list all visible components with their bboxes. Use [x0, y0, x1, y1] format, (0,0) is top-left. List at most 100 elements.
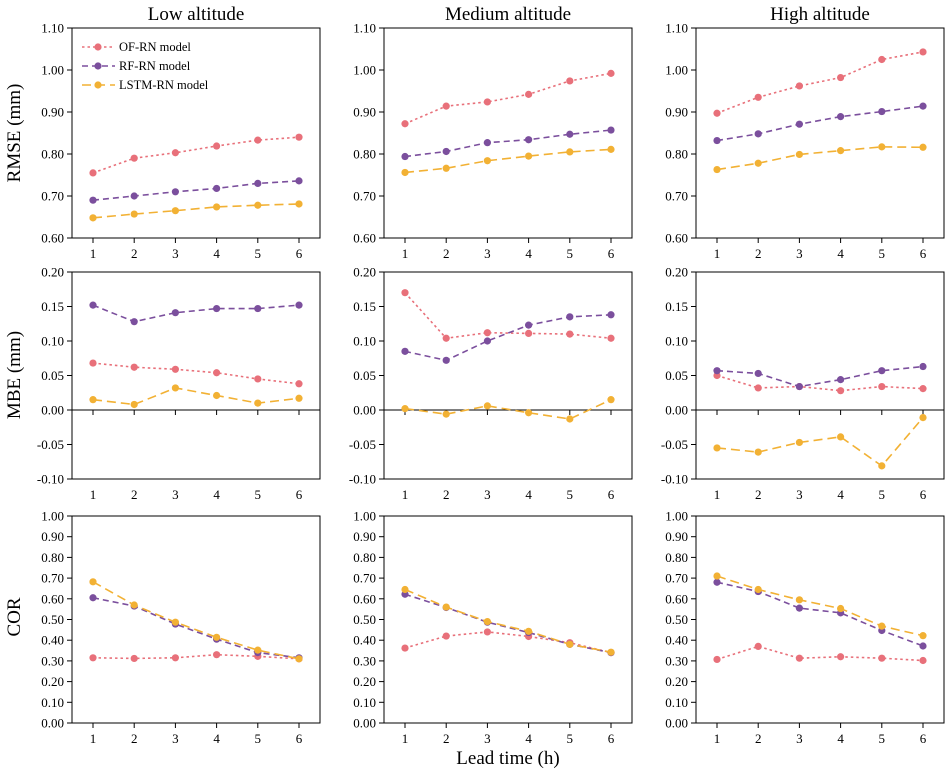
- y-tick-label: 0.20: [353, 674, 376, 689]
- data-point: [919, 362, 927, 371]
- x-tick-label: 4: [525, 487, 532, 502]
- plot-frame: [383, 27, 633, 239]
- data-point: [754, 369, 762, 378]
- y-tick-label: 0.15: [41, 299, 64, 314]
- data-point: [566, 148, 574, 156]
- x-tick-label: 2: [755, 487, 762, 502]
- y-tick-label: 0.00: [41, 403, 64, 418]
- y-tick-label: 0.20: [41, 265, 64, 280]
- y-tick-label: 1.10: [353, 21, 376, 36]
- y-tick-label: 0.70: [665, 189, 688, 204]
- y-tick-label: 0.90: [665, 105, 688, 120]
- legend-label-of-rn: OF-RN model: [119, 40, 191, 54]
- data-point: [483, 329, 491, 337]
- y-tick-label: 0.80: [353, 147, 376, 162]
- data-point: [401, 585, 409, 594]
- x-tick-label: 3: [172, 246, 179, 261]
- x-tick-label: 1: [90, 487, 97, 502]
- panel-cor-medium: 0.00 0.10 0.20 0.30 0.40 0.50 0.60 0.70 0.80 0.90…: [353, 509, 633, 746]
- x-tick-label: 6: [920, 731, 927, 746]
- data-point: [566, 77, 574, 85]
- data-point: [607, 648, 615, 656]
- series-line-rf-rn: [716, 581, 924, 647]
- data-point: [295, 200, 303, 208]
- data-point: [89, 214, 97, 222]
- data-point: [837, 147, 845, 155]
- data-point: [254, 646, 262, 654]
- data-point: [89, 196, 97, 204]
- x-tick-label: 1: [402, 487, 409, 502]
- data-point: [525, 409, 533, 417]
- x-tick-label: 1: [90, 246, 97, 261]
- y-tick-label: 0.90: [353, 105, 376, 120]
- legend-item-lstm-rn: LSTM-RN model: [82, 78, 209, 92]
- panel-cor-low: 0.00 0.10 0.20 0.30 0.40 0.50 0.60 0.70 0.80 0.90…: [41, 509, 321, 746]
- data-point: [130, 154, 138, 162]
- x-tick-label: 4: [837, 487, 844, 502]
- data-point: [171, 309, 179, 317]
- x-tick-label: 3: [796, 487, 803, 502]
- legend-item-rf-rn: RF-RN model: [82, 59, 191, 73]
- y-tick-label: -0.05: [349, 437, 376, 452]
- series-line-lstm-rn: [92, 203, 300, 219]
- x-tick-label: 4: [213, 246, 220, 261]
- data-point: [254, 201, 262, 209]
- y-tick-label: 1.00: [353, 509, 376, 524]
- data-point: [525, 152, 533, 160]
- x-tick-label: 3: [484, 487, 491, 502]
- data-point: [254, 179, 262, 187]
- data-point: [442, 356, 450, 364]
- data-point: [607, 69, 615, 77]
- data-point: [837, 73, 845, 82]
- data-point: [442, 164, 450, 172]
- data-point: [713, 109, 721, 117]
- data-point: [713, 367, 721, 375]
- data-point: [130, 654, 138, 663]
- y-tick-label: 0.70: [353, 189, 376, 204]
- data-point: [919, 413, 927, 422]
- x-tick-label: 2: [755, 246, 762, 261]
- data-point: [795, 120, 804, 128]
- x-tick-label: 4: [837, 731, 844, 746]
- y-tick-label: 0.90: [353, 529, 376, 544]
- data-point: [919, 48, 927, 56]
- y-tick-label: -0.10: [661, 472, 688, 487]
- data-point: [171, 365, 179, 373]
- data-point: [401, 168, 409, 177]
- data-point: [919, 642, 927, 650]
- data-point: [607, 334, 615, 342]
- y-tick-label: 0.90: [41, 529, 64, 544]
- data-point: [89, 578, 97, 586]
- row-label-mbe: MBE (mm): [4, 331, 25, 419]
- x-tick-label: 2: [131, 487, 138, 502]
- data-point: [295, 655, 303, 663]
- y-tick-label: 1.00: [665, 63, 688, 78]
- x-tick-label: 3: [796, 731, 803, 746]
- data-point: [483, 337, 491, 345]
- x-axis-label: Lead time (h): [456, 748, 559, 769]
- data-point: [213, 391, 221, 400]
- data-point: [919, 102, 927, 110]
- x-tick-label: 2: [131, 246, 138, 261]
- x-tick-label: 2: [443, 487, 450, 502]
- data-point: [525, 627, 533, 635]
- y-tick-label: 0.90: [41, 105, 64, 120]
- series-line-rf-rn: [92, 596, 300, 659]
- x-tick-label: 6: [296, 487, 303, 502]
- data-point: [878, 622, 886, 630]
- data-point: [795, 82, 804, 90]
- data-point: [171, 618, 179, 626]
- x-tick-label: 4: [525, 731, 532, 746]
- data-point: [566, 640, 574, 648]
- data-point: [254, 399, 262, 407]
- data-point: [483, 628, 491, 636]
- y-tick-label: 0.30: [41, 653, 64, 668]
- series-line-rf-rn: [716, 105, 924, 142]
- data-point: [89, 396, 97, 404]
- data-point: [483, 139, 491, 147]
- data-point: [171, 149, 179, 157]
- y-tick-label: 0.50: [665, 612, 688, 627]
- x-tick-label: 6: [920, 487, 927, 502]
- series-line-lstm-rn: [716, 575, 924, 637]
- x-tick-label: 1: [402, 731, 409, 746]
